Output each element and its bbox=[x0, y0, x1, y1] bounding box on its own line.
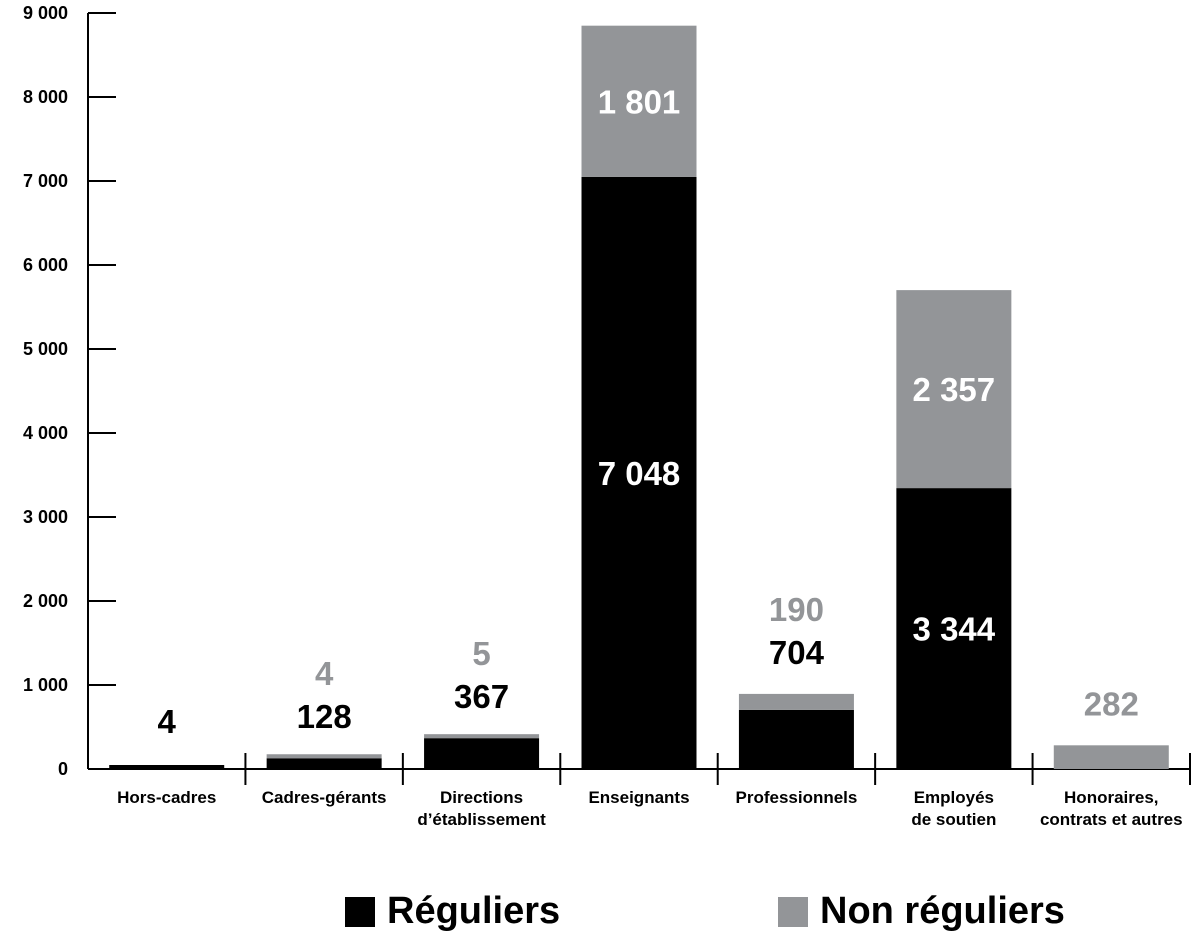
x-tick-label: Professionnels bbox=[735, 788, 857, 807]
x-tick-label: contrats et autres bbox=[1040, 810, 1183, 829]
x-tick-label: Honoraires, bbox=[1064, 788, 1158, 807]
data-label: 3 344 bbox=[913, 611, 996, 648]
y-tick-label: 0 bbox=[58, 759, 68, 779]
bar-regular bbox=[266, 758, 382, 769]
bar-nonregular bbox=[581, 25, 697, 177]
data-label: 367 bbox=[454, 678, 509, 715]
x-tick-label: Directions bbox=[440, 788, 523, 807]
legend-label-regular: Réguliers bbox=[387, 890, 561, 932]
data-label: 128 bbox=[297, 698, 352, 735]
bar-regular bbox=[109, 765, 225, 769]
x-tick-label: de soutien bbox=[911, 810, 996, 829]
y-tick-label: 8 000 bbox=[23, 87, 68, 107]
y-tick-label: 4 000 bbox=[23, 423, 68, 443]
x-tick-label: Enseignants bbox=[588, 788, 689, 807]
y-tick-label: 7 000 bbox=[23, 171, 68, 191]
data-label: 190 bbox=[769, 591, 824, 628]
y-tick-label: 5 000 bbox=[23, 339, 68, 359]
data-label: 7 048 bbox=[598, 455, 681, 492]
x-tick-label: Hors-cadres bbox=[117, 788, 216, 807]
bar-regular bbox=[738, 709, 854, 769]
bar-nonregular bbox=[896, 290, 1012, 489]
x-tick-label: Employés bbox=[914, 788, 994, 807]
legend-label-nonregular: Non réguliers bbox=[820, 890, 1065, 932]
data-label: 4 bbox=[315, 655, 334, 692]
bar-nonregular bbox=[738, 693, 854, 710]
y-tick-label: 2 000 bbox=[23, 591, 68, 611]
bar-nonregular bbox=[424, 734, 540, 739]
bar-regular bbox=[581, 176, 697, 769]
data-label: 704 bbox=[769, 634, 825, 671]
data-label: 1 801 bbox=[598, 83, 681, 120]
legend-nonregular: Non réguliers bbox=[778, 890, 1065, 933]
y-tick-label: 1 000 bbox=[23, 675, 68, 695]
data-label: 5 bbox=[472, 635, 490, 672]
bar-nonregular bbox=[266, 754, 382, 759]
bar-regular bbox=[896, 488, 1012, 769]
legend-regular: Réguliers bbox=[345, 890, 560, 933]
x-tick-label: d’établissement bbox=[417, 810, 546, 829]
x-tick-label: Cadres-gérants bbox=[262, 788, 387, 807]
y-tick-label: 9 000 bbox=[23, 3, 68, 23]
legend-swatch-regular bbox=[345, 896, 375, 927]
bar-regular bbox=[424, 738, 540, 769]
stacked-bar-chart: 0 1 000 2 000 3 000 4 000 5 000 6 000 7 000 8 00… bbox=[23, 3, 1191, 829]
data-label: 2 357 bbox=[913, 371, 996, 408]
legend-swatch-nonregular bbox=[778, 896, 808, 927]
y-tick-label: 3 000 bbox=[23, 507, 68, 527]
data-label: 4 bbox=[158, 703, 177, 740]
data-label: 282 bbox=[1084, 685, 1139, 722]
bar-nonregular bbox=[1053, 745, 1169, 769]
y-tick-label: 6 000 bbox=[23, 255, 68, 275]
